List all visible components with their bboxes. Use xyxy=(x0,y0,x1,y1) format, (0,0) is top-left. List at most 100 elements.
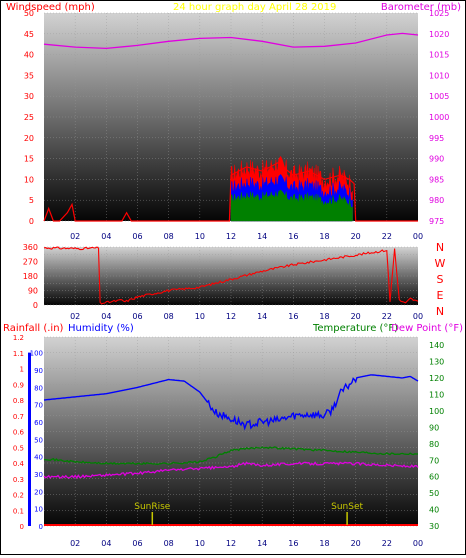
rainfall-axis-label: Rainfall (.in) xyxy=(3,323,64,334)
direction-line xyxy=(43,246,419,305)
windspeed-tick: 5 xyxy=(29,196,34,205)
barometer-tick: 1020 xyxy=(429,30,449,39)
temp-x-tick: 10 xyxy=(195,539,205,548)
windspeed-tick: 45 xyxy=(24,30,34,39)
direction-x-tick: 00 xyxy=(413,312,423,321)
temperature-axis-label: Temperature (°F) xyxy=(312,323,398,334)
wind-x-tick: 20 xyxy=(351,232,361,241)
humidity-tick: 40 xyxy=(34,454,43,462)
windspeed-tick: 30 xyxy=(24,92,34,101)
humidity-tick: 90 xyxy=(34,367,43,375)
temperature-tick: 80 xyxy=(429,440,439,449)
humidity-axis-label: Humidity (%) xyxy=(68,323,134,334)
rainfall-tick: 0 xyxy=(20,523,24,531)
temp-x-tick: 18 xyxy=(319,539,329,548)
barometer-tick: 980 xyxy=(429,196,444,205)
humidity-line xyxy=(43,374,419,431)
compass-label: N xyxy=(436,241,444,254)
windspeed-tick: 40 xyxy=(24,51,34,60)
humidity-tick: 30 xyxy=(34,471,43,479)
wind-x-tick: 18 xyxy=(319,232,329,241)
rainfall-tick: 1.2 xyxy=(13,334,24,342)
barometer-tick: 1010 xyxy=(429,71,449,80)
rainfall-tick: 0.6 xyxy=(13,429,25,437)
direction-x-tick: 20 xyxy=(351,312,361,321)
direction-x-tick: 22 xyxy=(382,312,392,321)
temp-panel: 0 0.1 0.2 0.3 0.4 0.5 0.6 0.7 0.8 0.9 1 1.1 1.2 0 10 20… xyxy=(13,334,444,548)
windspeed-tick: 0 xyxy=(29,217,34,226)
temperature-tick: 30 xyxy=(429,522,439,531)
wind-x-tick: 06 xyxy=(132,232,142,241)
barometer-tick: 1000 xyxy=(429,113,449,122)
temp-x-tick: 12 xyxy=(226,539,236,548)
temp-x-tick: 14 xyxy=(257,539,267,548)
wind-panel: 0510152025303540455097598098599099510001… xyxy=(24,9,450,241)
wind-x-tick: 22 xyxy=(382,232,392,241)
rainfall-tick: 0.7 xyxy=(13,413,24,421)
chart-title: 24 hour graph day April 28 2019 xyxy=(173,2,336,13)
direction-x-tick: 06 xyxy=(132,312,142,321)
windspeed-tick: 15 xyxy=(24,155,34,164)
wind-x-tick: 10 xyxy=(195,232,205,241)
humidity-tick: 60 xyxy=(34,419,43,427)
rainfall-tick: 0.1 xyxy=(13,507,24,515)
temperature-line xyxy=(43,446,418,466)
temp-x-tick: 04 xyxy=(101,539,111,548)
direction-tick: 180 xyxy=(23,272,38,281)
rainfall-tick: 0.3 xyxy=(13,476,24,484)
humidity-tick: 100 xyxy=(30,350,43,358)
direction-x-tick: 08 xyxy=(164,312,174,321)
windspeed-green-band xyxy=(230,189,353,222)
windspeed-tick: 25 xyxy=(24,113,34,122)
direction-x-tick: 04 xyxy=(101,312,111,321)
barometer-tick: 995 xyxy=(429,134,444,143)
humidity-tick: 70 xyxy=(34,402,43,410)
direction-tick: 270 xyxy=(23,258,38,267)
compass-label: E xyxy=(437,289,444,302)
barometer-tick: 1025 xyxy=(429,9,449,18)
windspeed-tick: 50 xyxy=(24,9,34,18)
temperature-tick: 130 xyxy=(429,358,444,367)
temperature-tick: 50 xyxy=(429,489,439,498)
dewpoint-line xyxy=(43,461,419,480)
rainfall-tick: 0.4 xyxy=(13,460,25,468)
rainfall-tick: 0.8 xyxy=(13,397,24,405)
direction-tick: 360 xyxy=(23,243,38,252)
temperature-tick: 60 xyxy=(429,473,439,482)
temperature-tick: 90 xyxy=(429,423,439,432)
temperature-tick: 70 xyxy=(429,456,439,465)
temp-x-tick: 00 xyxy=(413,539,423,548)
direction-tick: 90 xyxy=(28,287,38,296)
humidity-tick: 50 xyxy=(34,436,43,444)
rainfall-tick: 0.9 xyxy=(13,381,24,389)
wind-x-tick: 16 xyxy=(288,232,298,241)
humidity-tick: 10 xyxy=(34,506,43,514)
wind-x-tick: 04 xyxy=(101,232,111,241)
rainfall-tick: 0.5 xyxy=(13,444,24,452)
barometer-axis-label: Barometer (mb) xyxy=(381,2,461,13)
barometer-tick: 1015 xyxy=(429,51,449,60)
windspeed-tick: 35 xyxy=(24,71,34,80)
temperature-tick: 100 xyxy=(429,407,444,416)
barometer-tick: 975 xyxy=(429,217,444,226)
direction-x-tick: 14 xyxy=(257,312,267,321)
temp-x-tick: 20 xyxy=(351,539,361,548)
humidity-tick: 20 xyxy=(34,488,43,496)
barometer-line xyxy=(43,32,419,50)
rainfall-tick: 1 xyxy=(20,366,24,374)
barometer-tick: 985 xyxy=(429,175,444,184)
temperature-tick: 110 xyxy=(429,391,444,400)
direction-x-tick: 12 xyxy=(226,312,236,321)
windspeed-tick: 10 xyxy=(24,175,34,184)
windspeed-axis-label: Windspeed (mph) xyxy=(6,2,95,13)
temp-x-tick: 08 xyxy=(164,539,174,548)
wind-x-tick: 00 xyxy=(413,232,423,241)
compass-label: W xyxy=(435,257,446,270)
temp-x-tick: 16 xyxy=(288,539,298,548)
humidity-tick: 0 xyxy=(39,523,43,531)
temp-x-tick: 06 xyxy=(132,539,142,548)
direction-x-tick: 16 xyxy=(288,312,298,321)
